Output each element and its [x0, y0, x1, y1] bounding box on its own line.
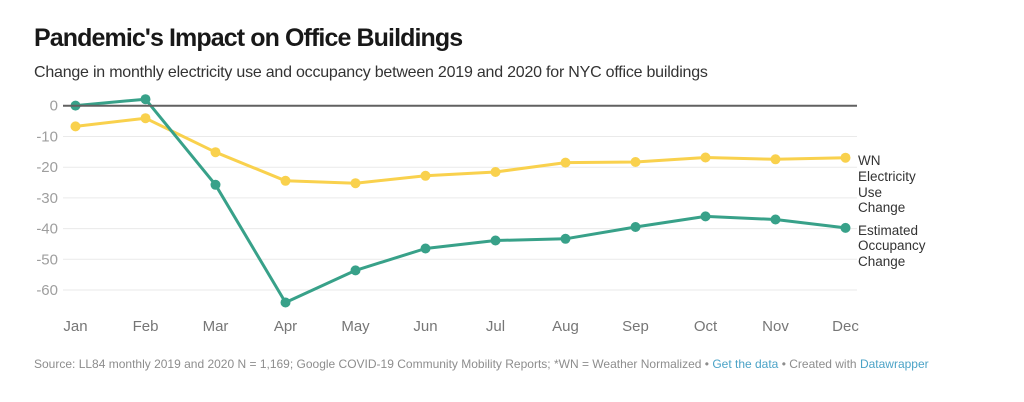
svg-text:Jul: Jul	[486, 318, 505, 335]
svg-text:-20: -20	[36, 159, 58, 176]
svg-text:Apr: Apr	[274, 318, 297, 335]
svg-text:Jan: Jan	[63, 318, 87, 335]
svg-text:-60: -60	[36, 282, 58, 299]
svg-text:-10: -10	[36, 129, 58, 146]
svg-text:Dec: Dec	[832, 318, 859, 335]
svg-text:Sep: Sep	[622, 318, 649, 335]
svg-text:Mar: Mar	[203, 318, 229, 335]
svg-text:Jun: Jun	[413, 318, 437, 335]
svg-text:Feb: Feb	[133, 318, 159, 335]
svg-text:-50: -50	[36, 251, 58, 268]
svg-text:Aug: Aug	[552, 318, 579, 335]
svg-text:-30: -30	[36, 190, 58, 207]
svg-text:Oct: Oct	[694, 318, 718, 335]
svg-text:0: 0	[50, 97, 58, 114]
svg-text:May: May	[341, 318, 370, 335]
svg-text:-40: -40	[36, 221, 58, 238]
svg-text:Nov: Nov	[762, 318, 789, 335]
